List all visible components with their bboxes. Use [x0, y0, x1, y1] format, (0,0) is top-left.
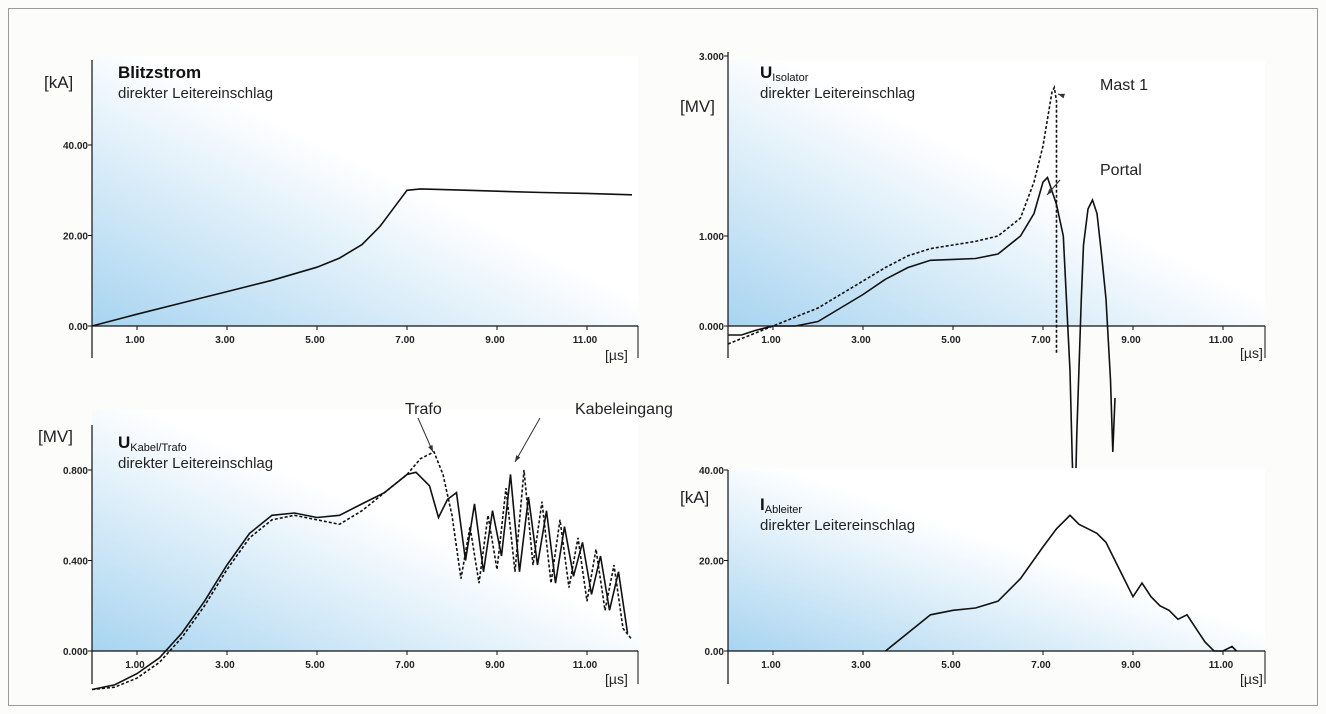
x-tick-label: 9.00: [1121, 660, 1141, 671]
annotation-label: Kabeleingang: [575, 401, 673, 418]
x-tick-label: 9.00: [485, 660, 505, 671]
chart-u-kabel-trafo: 1.00 3.00 5.00 7.00 9.00 11.00 0.000 0.400 0.800…: [38, 401, 673, 691]
y-tick-label: 20.00: [699, 557, 724, 568]
y-axis-label: [kA]: [680, 488, 709, 507]
annotation-label: Portal: [1100, 162, 1142, 179]
x-tick-label: 3.00: [215, 660, 235, 671]
x-axis-label: [µs]: [1240, 671, 1263, 687]
x-tick-label: 1.00: [125, 660, 145, 671]
series-line-kabeleingang: [91, 471, 629, 691]
x-axis-label: [µs]: [605, 671, 628, 687]
series-line-main: [91, 188, 633, 327]
y-tick-label: 0.00: [705, 647, 725, 658]
chart-u-isolator: 1.00 3.00 5.00 7.00 9.00 11.00 0.000 1.000 3.000…: [680, 52, 1266, 534]
chart-subtitle: direkter Leitereinschlag: [118, 455, 273, 472]
annotation-label: Trafo: [405, 401, 442, 418]
chart-title-subscript: Ableiter: [765, 504, 803, 516]
x-axis-label: [µs]: [605, 347, 628, 363]
plot-area: [728, 468, 1265, 651]
chart-title-subscript: Kabel/Trafo: [130, 442, 186, 454]
x-tick-label: 3.00: [851, 660, 871, 671]
y-tick-label: 1.000: [699, 232, 724, 243]
x-tick-label: 1.00: [761, 335, 781, 346]
plot-area: [92, 410, 638, 651]
chart-blitzstrom: 1.00 3.00 5.00 7.00 9.00 11.00 0.00 20.00 40.00 […: [44, 56, 639, 363]
y-tick-label: 0.000: [699, 322, 724, 333]
y-tick-label: 40.00: [63, 141, 88, 152]
x-tick-label: 7.00: [1031, 660, 1051, 671]
series-line-trafo: [91, 450, 633, 691]
x-tick-label: 5.00: [941, 335, 961, 346]
x-axis-label: [µs]: [1240, 345, 1263, 361]
x-tick-label: 5.00: [941, 660, 961, 671]
x-tick-label: 11.00: [1209, 335, 1234, 346]
annotation-label: Mast 1: [1100, 77, 1148, 94]
series-line-portal: [728, 176, 1116, 534]
x-tick-label: 1.00: [761, 660, 781, 671]
x-tick-label: 3.00: [851, 335, 871, 346]
y-tick-label: 0.400: [63, 557, 88, 568]
x-tick-label: 5.00: [305, 335, 325, 346]
x-tick-label: 7.00: [395, 660, 415, 671]
y-axis-label: [MV]: [38, 427, 73, 446]
y-tick-label: 0.800: [63, 466, 88, 477]
y-tick-label: 3.000: [699, 52, 724, 63]
y-tick-label: 40.00: [699, 466, 724, 477]
x-tick-label: 1.00: [125, 335, 145, 346]
x-tick-label: 11.00: [573, 660, 598, 671]
x-tick-label: 5.00: [305, 660, 325, 671]
arrowhead-icon: [1058, 93, 1065, 99]
y-axis-label: [kA]: [44, 73, 73, 92]
x-tick-label: 9.00: [1121, 335, 1141, 346]
arrowhead-icon: [515, 455, 521, 462]
x-tick-label: 9.00: [485, 335, 505, 346]
arrowhead-icon: [1047, 188, 1054, 195]
annotation-arrow: [514, 417, 541, 463]
chart-subtitle: direkter Leitereinschlag: [760, 517, 915, 534]
plot-area: [728, 60, 1265, 326]
series-line-mast-1: [727, 84, 1058, 353]
chart-i-ableiter: 1.00 3.00 5.00 7.00 9.00 11.00 0.00 20.00 40.00 […: [680, 466, 1266, 687]
arrowhead-icon: [428, 445, 433, 452]
chart-subtitle: direkter Leitereinschlag: [760, 85, 915, 102]
x-tick-label: 3.00: [215, 335, 235, 346]
chart-title: Blitzstrom: [118, 63, 201, 82]
y-axis-label: [MV]: [680, 97, 715, 116]
x-tick-label: 11.00: [573, 335, 598, 346]
y-tick-label: 0.00: [69, 322, 89, 333]
series-line-main: [884, 514, 1238, 652]
x-tick-label: 7.00: [395, 335, 415, 346]
x-tick-label: 7.00: [1031, 335, 1051, 346]
chart-subtitle: direkter Leitereinschlag: [118, 85, 273, 102]
plot-area: [92, 56, 638, 326]
y-tick-label: 20.00: [63, 232, 88, 243]
x-tick-label: 11.00: [1209, 660, 1234, 671]
chart-title-subscript: Isolator: [772, 72, 808, 84]
y-tick-label: 0.000: [63, 647, 88, 658]
